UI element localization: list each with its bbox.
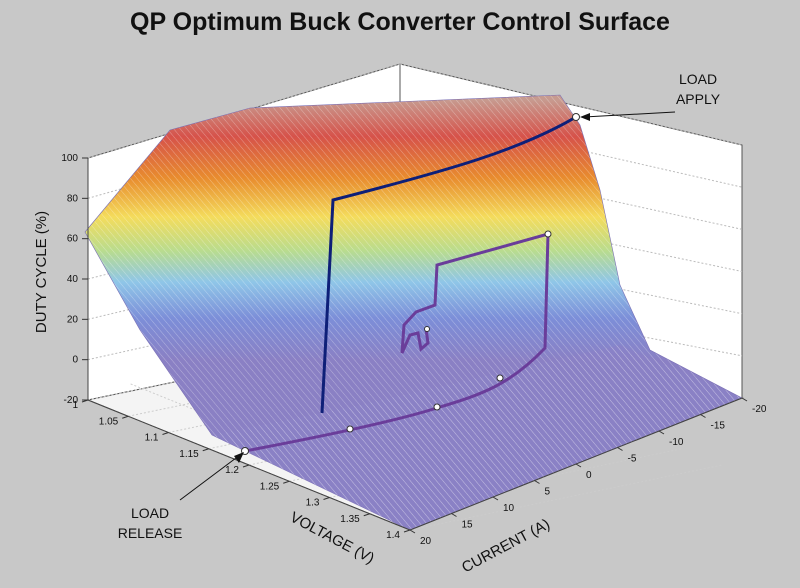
grid-line <box>399 108 743 188</box>
x-tick-label: 1.1 <box>145 433 159 444</box>
trajectory-point <box>544 230 552 238</box>
z-tick-label: 40 <box>67 274 79 285</box>
x-tick-mark <box>162 432 169 435</box>
annotation-line: APPLY <box>676 91 721 107</box>
x-tick-mark <box>363 513 370 517</box>
x-tick-mark <box>81 399 89 403</box>
y-tick-label: -20 <box>752 404 767 415</box>
x-tick-mark <box>323 497 330 500</box>
grid-line <box>399 63 743 146</box>
z-tick-label: 100 <box>61 153 78 164</box>
trajectory-load-release <box>244 232 550 453</box>
y-tick-label: 10 <box>503 503 515 514</box>
x-axis-ticks: 1 1.05 1.1 1.15 1.2 1.25 1.3 1.35 1.4 <box>72 399 411 541</box>
z-tick-label: 20 <box>67 314 79 325</box>
annotation-load-apply: LOAD APPLY <box>580 71 721 121</box>
x-axis-label: VOLTAGE (V) <box>287 509 377 568</box>
x-tick-label: 1.05 <box>99 416 119 427</box>
x-tick-mark <box>283 480 290 484</box>
trajectories <box>241 113 580 455</box>
z-axis-ticks: -20 0 20 40 60 80 100 <box>61 153 88 406</box>
y-tick-label: -5 <box>628 454 637 465</box>
z-tick-label: 80 <box>67 193 79 204</box>
y-tick-mark <box>575 463 582 468</box>
y-axis-label: CURRENT (A) <box>459 516 553 577</box>
x-tick-mark <box>122 415 129 419</box>
z-tick-label: -20 <box>64 395 79 406</box>
x-tick-mark <box>403 529 411 533</box>
y-tick-mark <box>409 529 416 534</box>
y-tick-label: -10 <box>669 437 684 448</box>
chart-title: QP Optimum Buck Converter Control Surfac… <box>130 8 670 36</box>
x-tick-label: 1.3 <box>306 498 320 509</box>
trajectory-load-apply <box>320 115 577 414</box>
grid-line <box>409 464 723 531</box>
x-tick-label: 1.4 <box>386 530 400 541</box>
y-tick-mark <box>451 513 457 517</box>
trajectory-point <box>433 403 441 411</box>
annotation-line: RELEASE <box>118 525 183 541</box>
y-tick-mark <box>492 496 499 501</box>
y-axis-ticks: -20 -15 -10 -5 0 5 10 15 20 <box>409 397 767 547</box>
y-tick-label: 0 <box>586 470 592 481</box>
y-tick-mark <box>700 414 706 418</box>
z-tick-label: 60 <box>67 234 79 245</box>
trajectory-point <box>572 113 580 121</box>
x-tick-mark <box>242 464 250 468</box>
y-tick-label: 15 <box>462 520 474 531</box>
x-tick-label: 1 <box>72 400 78 411</box>
grid-line <box>87 289 401 361</box>
x-tick-label: 1.15 <box>179 449 199 460</box>
y-tick-mark <box>741 397 748 402</box>
x-tick-label: 1.25 <box>260 481 280 492</box>
annotation-line: LOAD <box>131 505 169 521</box>
y-tick-mark <box>617 447 623 451</box>
annotation-load-release: LOAD RELEASE <box>118 452 244 541</box>
y-tick-label: -15 <box>711 421 726 432</box>
z-tick-label: 0 <box>72 355 78 366</box>
x-tick-label: 1.2 <box>225 465 239 476</box>
x-tick-mark <box>202 448 209 452</box>
annotation-line: LOAD <box>679 71 717 87</box>
y-tick-mark <box>534 480 540 484</box>
z-axis-label: DUTY CYCLE (%) <box>33 211 50 333</box>
x-tick-label: 1.35 <box>340 514 360 525</box>
y-tick-label: 20 <box>420 536 432 547</box>
trajectory-point <box>346 425 354 433</box>
trajectory-point <box>496 374 504 382</box>
y-tick-label: 5 <box>545 487 551 498</box>
trajectory-point <box>424 326 430 332</box>
y-tick-mark <box>658 430 665 435</box>
surface-floor-mesh <box>212 345 742 530</box>
